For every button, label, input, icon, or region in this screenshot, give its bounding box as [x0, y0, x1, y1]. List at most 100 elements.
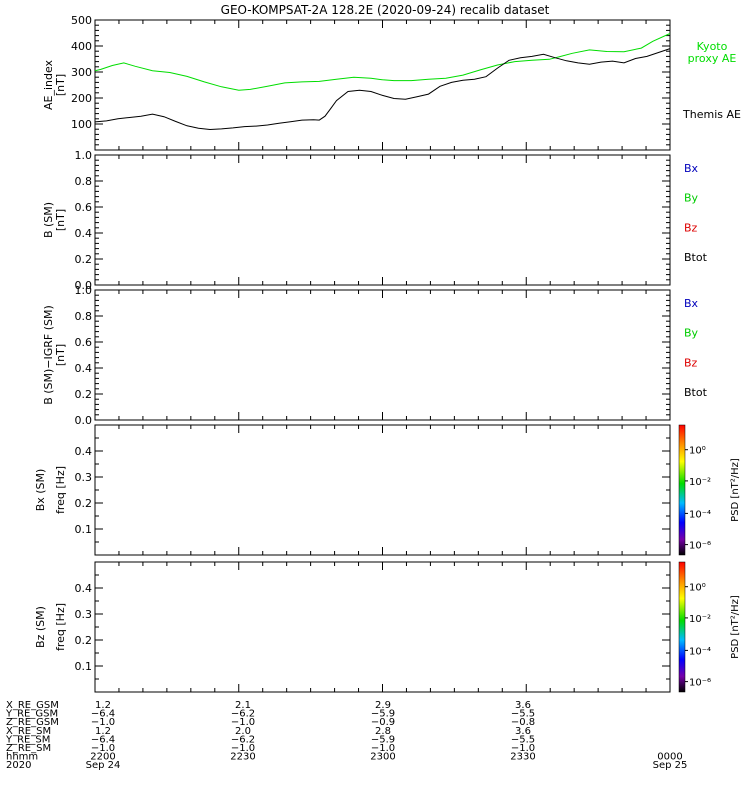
orbit-cell: −1.0 [91, 717, 115, 728]
orbit-cell: −6.4 [91, 709, 115, 720]
legend-bx: Bx [684, 297, 699, 310]
orbit-row-label: Y_RE_SM [5, 734, 50, 745]
bx_spec-frame [94, 424, 671, 556]
orbit-row-label: 2020 [6, 760, 31, 771]
orbit-cell: 3.6 [515, 700, 531, 711]
ae-ytick-label: 500 [71, 14, 92, 27]
orbit-cell: 2.9 [375, 700, 391, 711]
bx_spec-ytick-label: 0.1 [75, 523, 93, 536]
colorbar [678, 561, 686, 693]
bz_spec-ylabel-outer: Bz (SM) [34, 606, 47, 648]
orbit-cell: −1.0 [91, 743, 115, 754]
orbit-cell: 2.1 [235, 700, 251, 711]
bz_spec-frame [94, 561, 671, 693]
orbit-cell: 1.2 [95, 726, 111, 737]
ae-ylabel: AE_index [42, 59, 55, 110]
orbit-cell: −6.2 [231, 734, 255, 745]
orbit-cell: −1.0 [371, 743, 395, 754]
bdiff-ytick-label: 0.4 [75, 362, 93, 375]
orbit-cell: 2300 [370, 752, 395, 763]
legend-by: By [684, 327, 699, 340]
colorbar-tick-label: 10⁰ [689, 446, 706, 457]
bx_spec-ytick-label: 0.2 [75, 497, 93, 510]
series-label: Themis AE [682, 108, 741, 121]
chart-title: GEO-KOMPSAT-2A 128.2E (2020-09-24) recal… [221, 3, 550, 17]
colorbar [678, 424, 686, 556]
orbit-cell: Sep 24 [86, 760, 121, 771]
legend-bz: Bz [684, 221, 698, 234]
series-label: Kyoto [697, 40, 728, 53]
orbit-cell: −0.8 [511, 717, 535, 728]
b-frame [94, 154, 671, 286]
orbit-cell: −5.9 [371, 709, 395, 720]
bdiff-ytick-label: 0.6 [75, 336, 93, 349]
orbit-cell: 1.2 [95, 700, 111, 711]
orbit-cell: −6.4 [91, 734, 115, 745]
colorbar-label: PSD [nT²/Hz] [730, 595, 741, 659]
orbit-cell: 2.8 [375, 726, 391, 737]
legend-btot: Btot [684, 386, 708, 399]
legend-bx: Bx [684, 162, 699, 175]
orbit-cell: −1.0 [231, 743, 255, 754]
b-ytick-label: 0.2 [75, 253, 93, 266]
bdiff-ytick-label: 0.2 [75, 388, 93, 401]
colorbar-tick-label: 10⁻² [689, 477, 711, 488]
b-ytick-label: 0.8 [75, 175, 93, 188]
bdiff-frame [94, 289, 671, 421]
ae-yunit: [nT] [54, 74, 67, 96]
orbit-cell: −1.0 [511, 743, 535, 754]
orbit-cell: 3.6 [515, 726, 531, 737]
bx_spec-ylabel-inner: freq [Hz] [54, 466, 67, 514]
orbit-cell: 2200 [90, 752, 115, 763]
bx_spec-ytick-label: 0.3 [75, 471, 93, 484]
legend-by: By [684, 192, 699, 205]
orbit-cell: −5.9 [371, 734, 395, 745]
orbit-row-label: Z_RE_GSM [6, 717, 59, 728]
series-kyoto-proxy-ae [94, 33, 671, 91]
orbit-cell: −1.0 [231, 717, 255, 728]
ae-ytick-label: 200 [71, 92, 92, 105]
orbit-row-label: hhmm [6, 752, 38, 763]
b-ytick-label: 0.0 [75, 279, 93, 292]
b-ylabel: B (SM) [42, 202, 55, 238]
orbit-row-label: X_RE_GSM [6, 700, 59, 711]
b-ytick-label: 0.6 [75, 201, 93, 214]
colorbar-tick-label: 10⁰ [689, 583, 706, 594]
bx_spec-ylabel-outer: Bx (SM) [34, 469, 47, 512]
series-themis-ae [94, 48, 671, 131]
bdiff-ytick-label: 1.0 [75, 284, 93, 297]
bdiff-ytick-label: 0.0 [75, 414, 93, 427]
ae-ytick-label: 300 [71, 66, 92, 79]
orbit-cell: −6.2 [231, 709, 255, 720]
colorbar-label: PSD [nT²/Hz] [730, 458, 741, 522]
colorbar-tick-label: 10⁻² [689, 614, 711, 625]
colorbar-tick-label: 10⁻⁶ [689, 541, 711, 552]
orbit-row-label: Z_RE_SM [6, 743, 51, 754]
bz_spec-ytick-label: 0.1 [75, 660, 93, 673]
colorbar-tick-label: 10⁻⁴ [689, 646, 711, 657]
orbit-cell: −0.9 [371, 717, 395, 728]
orbit-row-label: Y_RE_GSM [5, 709, 58, 720]
colorbar-tick-label: 10⁻⁴ [689, 509, 711, 520]
orbit-cell: 2330 [510, 752, 535, 763]
ae-frame [94, 19, 671, 151]
b-ytick-label: 0.4 [75, 227, 93, 240]
bz_spec-ytick-label: 0.4 [75, 582, 93, 595]
bx_spec-ytick-label: 0.4 [75, 445, 93, 458]
bz_spec-ytick-label: 0.2 [75, 634, 93, 647]
orbit-cell: Sep 25 [653, 760, 688, 771]
orbit-cell: 0000 [657, 752, 682, 763]
series-label: proxy AE [688, 52, 737, 65]
bdiff-yunit: [nT] [54, 344, 67, 366]
b-yunit: [nT] [54, 209, 67, 231]
orbit-cell: 2.0 [235, 726, 251, 737]
ae-ytick-label: 400 [71, 40, 92, 53]
legend-btot: Btot [684, 251, 708, 264]
orbit-row-label: X_RE_SM [6, 726, 51, 737]
colorbar-tick-label: 10⁻⁶ [689, 678, 711, 689]
orbit-cell: −5.5 [511, 709, 535, 720]
bz_spec-ytick-label: 0.3 [75, 608, 93, 621]
orbit-cell: 2230 [230, 752, 255, 763]
legend-bz: Bz [684, 356, 698, 369]
